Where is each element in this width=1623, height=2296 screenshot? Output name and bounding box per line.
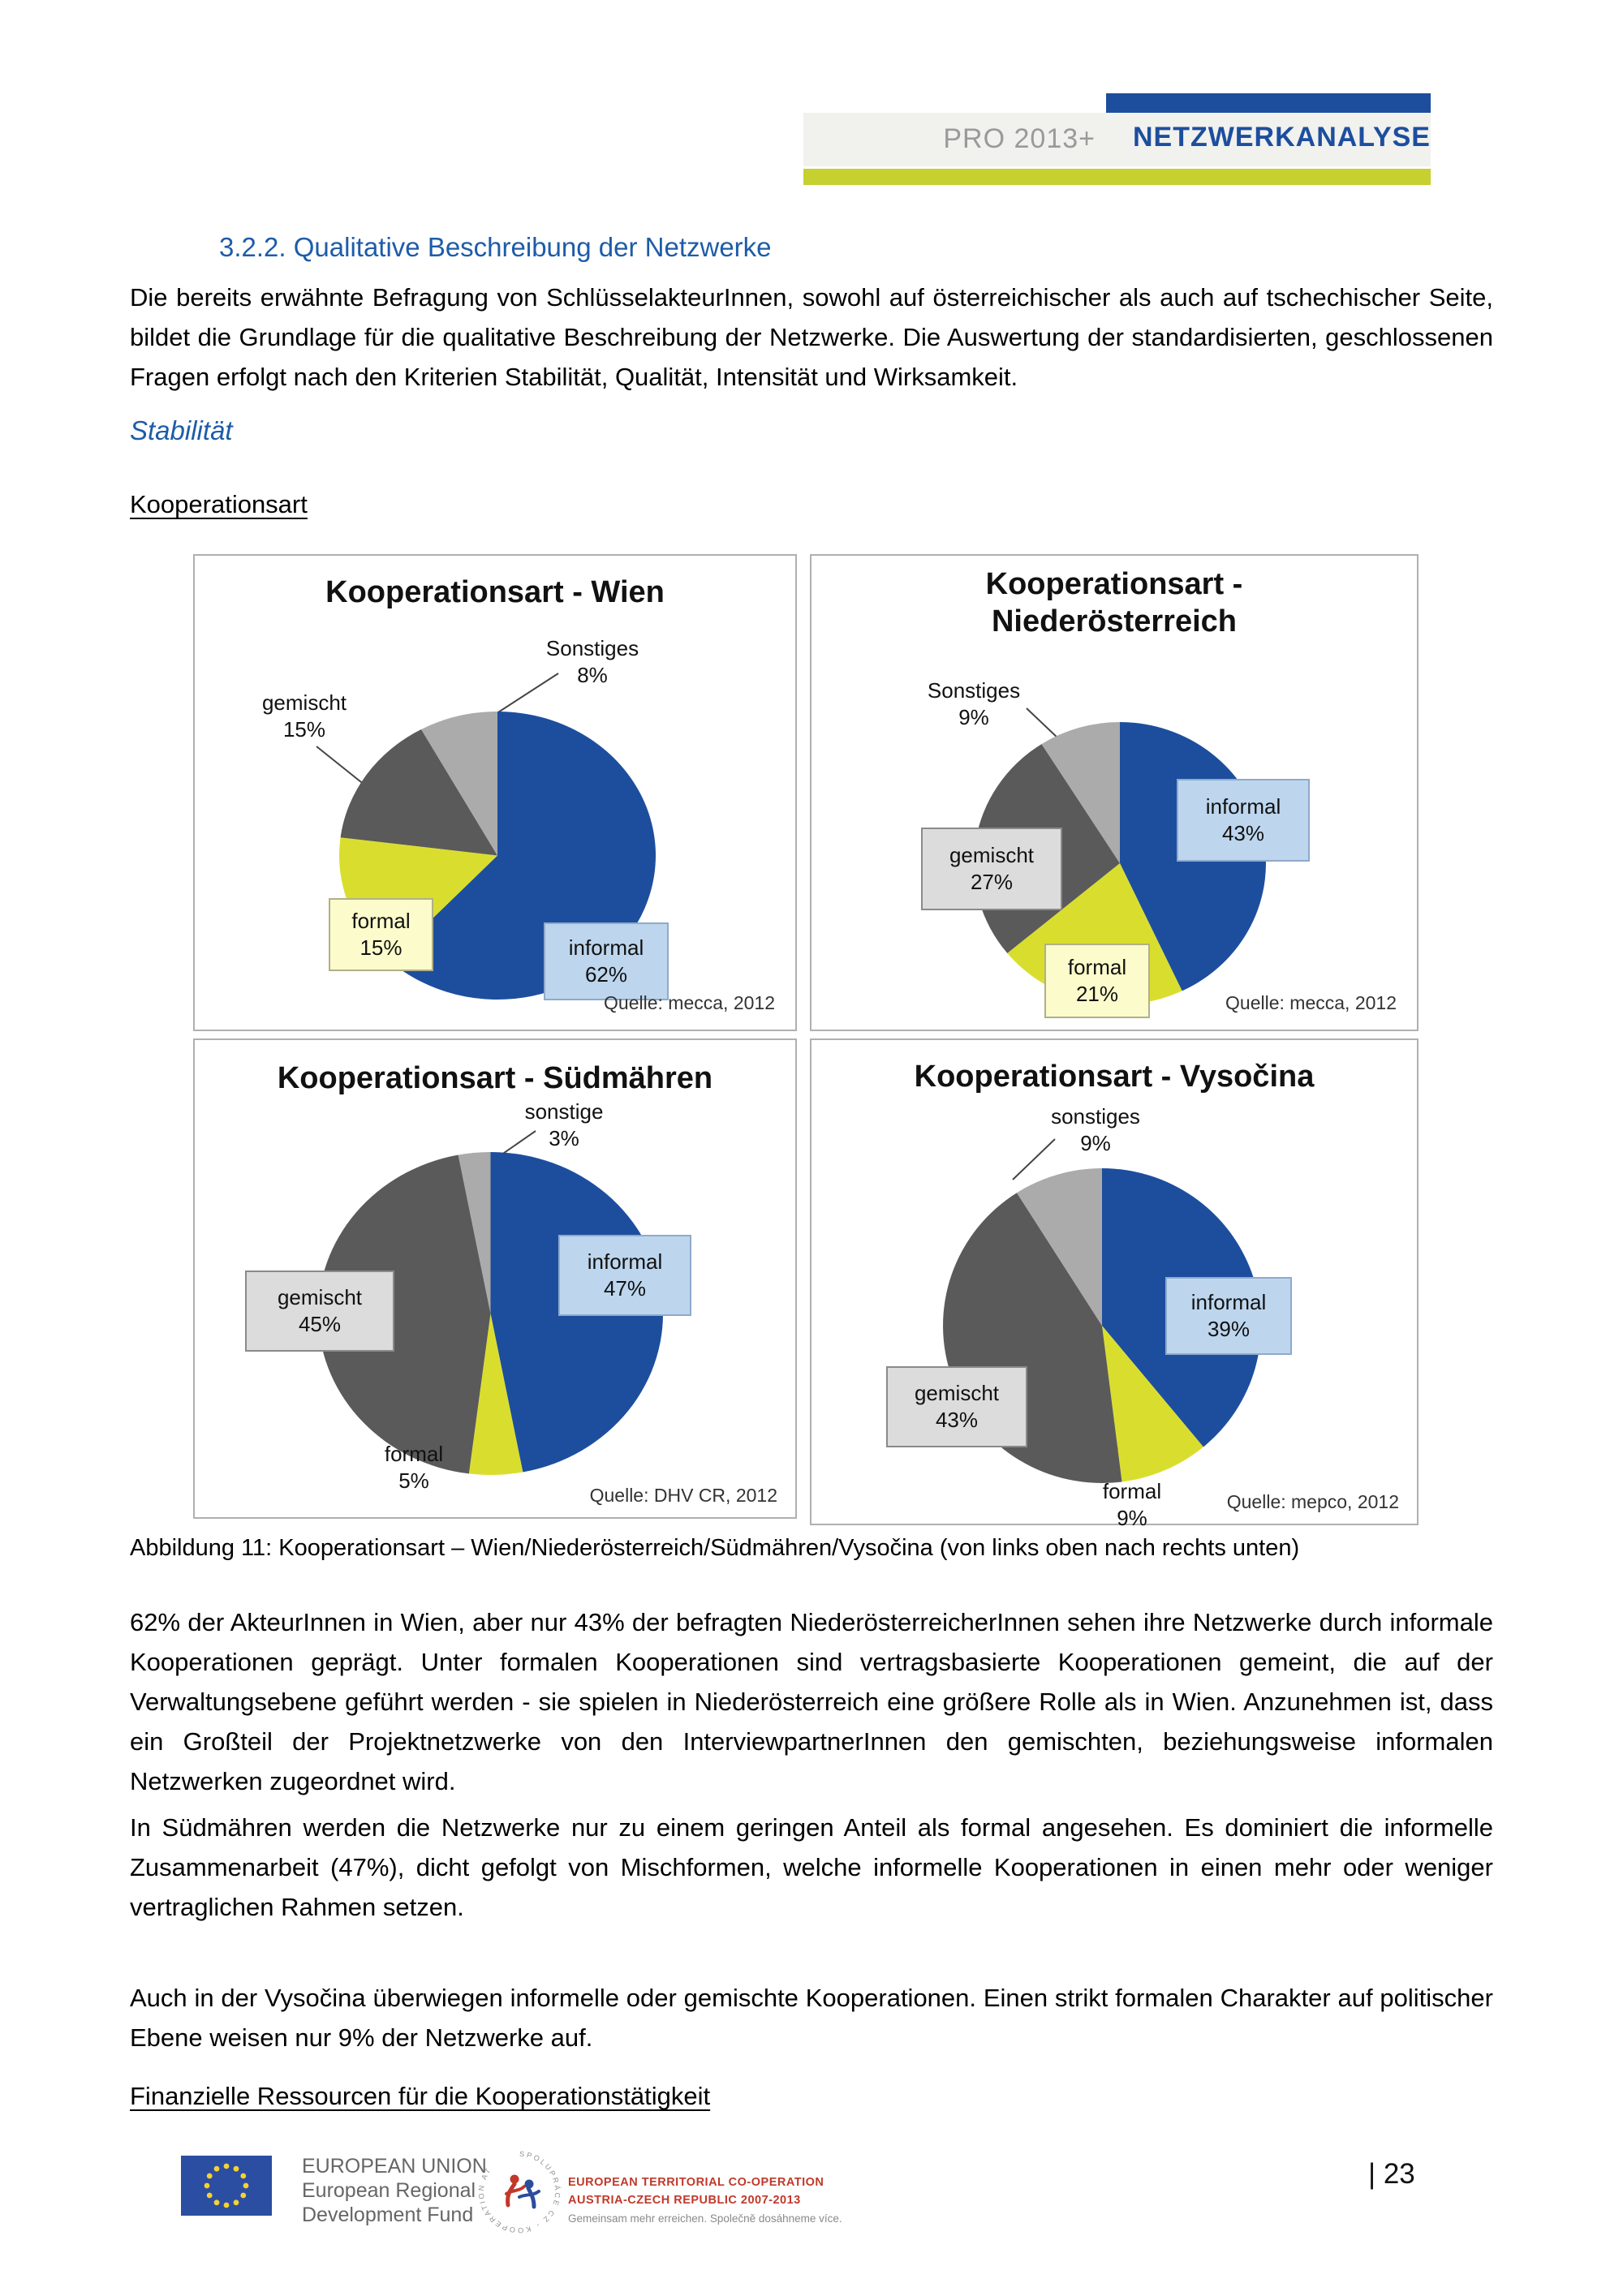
slice-label-sonstiges: Sonstiges 8% bbox=[545, 636, 639, 687]
chart-title-niederoesterreich: Kooperationsart - Niederösterreich bbox=[985, 567, 1243, 638]
chart-title-suedmaehren: Kooperationsart - Südmähren bbox=[277, 1061, 713, 1095]
pie-suedmaehren bbox=[318, 1152, 663, 1475]
data-label-informal: informal 43% bbox=[1177, 779, 1310, 862]
paragraph-suedmaehren: In Südmähren werden die Netzwerke nur zu… bbox=[130, 1813, 1493, 1921]
pie-chart-panel-niederoesterreich: Kooperationsart - Niederösterreich Sonst… bbox=[810, 554, 1419, 1031]
slice-label-formal: formal 9% bbox=[1102, 1479, 1162, 1530]
intro-paragraph: Die bereits erwähnte Befragung von Schlü… bbox=[130, 283, 1493, 391]
source-caption: Quelle: mecca, 2012 bbox=[1225, 992, 1397, 1013]
eu-flag-icon bbox=[181, 2156, 272, 2216]
chart-title-wien: Kooperationsart - Wien bbox=[325, 575, 665, 609]
data-label-gemischt: gemischt 27% bbox=[921, 828, 1062, 910]
paragraph-vysocina: Auch in der Vysočina überwiegen informel… bbox=[130, 1984, 1493, 2052]
data-label-formal: formal 15% bbox=[329, 898, 433, 971]
document-title: NETZWERKANALYSE bbox=[1133, 122, 1431, 153]
subheading-stabilitaet: Stabilität bbox=[130, 415, 233, 445]
section-heading: 3.2.2. Qualitative Beschreibung der Netz… bbox=[219, 232, 772, 262]
header-yellow-bar bbox=[803, 169, 1431, 185]
slice-label-sonstige: sonstige 3% bbox=[524, 1099, 604, 1150]
subheading-finanzielle-ressourcen: Finanzielle Ressourcen für die Kooperati… bbox=[130, 2082, 711, 2110]
pie-chart-panel-suedmaehren: Kooperationsart - Südmähren sonstige 3% g… bbox=[193, 1038, 797, 1519]
slice-label-gemischt: gemischt 15% bbox=[261, 690, 347, 742]
data-label-informal: informal 47% bbox=[558, 1235, 691, 1316]
slice-label-formal: formal 5% bbox=[384, 1442, 444, 1493]
source-caption: Quelle: mepco, 2012 bbox=[1226, 1491, 1399, 1512]
subheading-kooperationsart: Kooperationsart bbox=[130, 490, 308, 518]
eu-label: EUROPEAN UNION European Regional Develop… bbox=[302, 2155, 487, 2226]
header-band bbox=[803, 113, 1431, 166]
source-caption: Quelle: DHV CR, 2012 bbox=[589, 1485, 777, 1506]
coop-label-line2: AUSTRIA-CZECH REPUBLIC 2007-2013 bbox=[568, 2194, 801, 2207]
data-label-gemischt: gemischt 43% bbox=[886, 1366, 1027, 1447]
coop-label-line1: EUROPEAN TERRITORIAL CO-OPERATION bbox=[568, 2176, 824, 2189]
coop-label-line3: Gemeinsam mehr erreichen. Společně dosáh… bbox=[568, 2212, 842, 2225]
pie-chart-panel-vysocina: Kooperationsart - Vysočina sonstiges 9% i… bbox=[810, 1038, 1419, 1530]
program-name: PRO 2013+ bbox=[943, 123, 1096, 154]
figure-caption: Abbildung 11: Kooperationsart – Wien/Nie… bbox=[130, 1535, 1300, 1561]
page-number: | 23 bbox=[1368, 2158, 1415, 2190]
pie-chart-panel-wien: Kooperationsart - Wien Sonstiges 8% gemis… bbox=[193, 554, 797, 1031]
slice-label-sonstiges: sonstiges 9% bbox=[1051, 1104, 1140, 1155]
data-label-informal: informal 39% bbox=[1165, 1277, 1292, 1355]
source-caption: Quelle: mecca, 2012 bbox=[604, 992, 775, 1013]
header-blue-bar bbox=[1106, 93, 1431, 113]
data-label-informal: informal 62% bbox=[544, 922, 669, 1000]
svg-text:SPOLUPRÁCE CZ - KOOPERATION AT: SPOLUPRÁCE CZ - KOOPERATION AT bbox=[477, 2150, 562, 2234]
data-label-gemischt: gemischt 45% bbox=[245, 1271, 394, 1352]
slice-label-sonstiges: Sonstiges 9% bbox=[927, 678, 1021, 729]
paragraph-wien-noe: 62% der AkteurInnen in Wien, aber nur 43… bbox=[130, 1608, 1493, 1795]
chart-title-vysocina: Kooperationsart - Vysočina bbox=[914, 1060, 1315, 1094]
atcz-program-logo-icon: SPOLUPRÁCE CZ - KOOPERATION AT bbox=[477, 2150, 562, 2234]
data-label-formal: formal 21% bbox=[1044, 944, 1150, 1018]
